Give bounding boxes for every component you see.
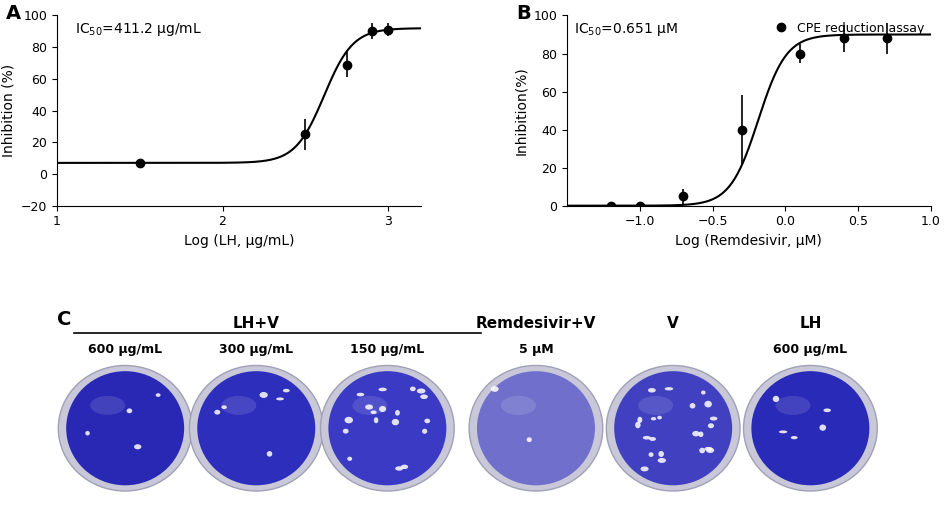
- Y-axis label: Inhibition(%): Inhibition(%): [514, 66, 527, 155]
- Y-axis label: Inhibition (%): Inhibition (%): [1, 64, 15, 157]
- Ellipse shape: [329, 371, 446, 486]
- Ellipse shape: [352, 396, 388, 415]
- Ellipse shape: [775, 396, 810, 415]
- Ellipse shape: [221, 396, 256, 415]
- Ellipse shape: [651, 417, 656, 421]
- Text: 600 μg/mL: 600 μg/mL: [773, 343, 847, 356]
- Ellipse shape: [744, 365, 877, 491]
- Ellipse shape: [283, 389, 290, 392]
- Text: C: C: [57, 310, 71, 329]
- Ellipse shape: [638, 396, 674, 415]
- Ellipse shape: [693, 431, 700, 437]
- Text: IC$_{50}$=411.2 μg/mL: IC$_{50}$=411.2 μg/mL: [75, 21, 202, 38]
- Ellipse shape: [649, 437, 656, 441]
- Ellipse shape: [706, 448, 714, 453]
- Ellipse shape: [86, 431, 90, 436]
- Ellipse shape: [640, 466, 649, 472]
- Ellipse shape: [417, 389, 426, 394]
- Ellipse shape: [698, 431, 703, 437]
- Ellipse shape: [501, 396, 536, 415]
- Ellipse shape: [374, 417, 378, 423]
- Ellipse shape: [649, 452, 654, 457]
- Ellipse shape: [491, 386, 499, 392]
- X-axis label: Log (LH, μg/mL): Log (LH, μg/mL): [184, 234, 294, 248]
- Ellipse shape: [657, 458, 666, 463]
- Ellipse shape: [391, 419, 399, 425]
- Ellipse shape: [221, 405, 227, 409]
- Ellipse shape: [395, 466, 403, 471]
- Legend: CPE reduction assay: CPE reduction assay: [769, 22, 924, 35]
- Ellipse shape: [58, 365, 192, 491]
- Ellipse shape: [614, 371, 732, 486]
- Ellipse shape: [665, 387, 674, 391]
- Ellipse shape: [606, 365, 740, 491]
- Text: LH: LH: [799, 316, 822, 331]
- Ellipse shape: [259, 392, 268, 398]
- Ellipse shape: [648, 388, 656, 393]
- Text: 600 μg/mL: 600 μg/mL: [88, 343, 162, 356]
- Ellipse shape: [198, 371, 315, 486]
- Ellipse shape: [425, 418, 430, 423]
- Ellipse shape: [345, 417, 353, 423]
- Ellipse shape: [422, 429, 428, 434]
- Ellipse shape: [401, 464, 408, 469]
- Ellipse shape: [320, 365, 454, 491]
- Ellipse shape: [710, 416, 717, 421]
- Ellipse shape: [378, 388, 387, 391]
- Ellipse shape: [699, 448, 705, 454]
- Ellipse shape: [690, 403, 695, 409]
- Text: B: B: [516, 4, 531, 23]
- Ellipse shape: [126, 409, 132, 413]
- Ellipse shape: [66, 371, 184, 486]
- Ellipse shape: [637, 417, 642, 423]
- Ellipse shape: [395, 410, 400, 416]
- Ellipse shape: [189, 365, 323, 491]
- Ellipse shape: [343, 429, 349, 433]
- Ellipse shape: [365, 405, 373, 410]
- Ellipse shape: [790, 436, 798, 439]
- Ellipse shape: [420, 394, 428, 399]
- Ellipse shape: [658, 451, 664, 457]
- Ellipse shape: [215, 410, 220, 414]
- Ellipse shape: [379, 406, 386, 412]
- Ellipse shape: [156, 393, 161, 397]
- Ellipse shape: [90, 396, 125, 415]
- Ellipse shape: [276, 397, 284, 400]
- Text: 150 μg/mL: 150 μg/mL: [351, 343, 425, 356]
- Text: 300 μg/mL: 300 μg/mL: [219, 343, 294, 356]
- Ellipse shape: [469, 365, 603, 491]
- Ellipse shape: [134, 444, 142, 449]
- Text: Remdesivir+V: Remdesivir+V: [476, 316, 597, 331]
- Text: V: V: [667, 316, 679, 331]
- Ellipse shape: [477, 371, 595, 486]
- Ellipse shape: [409, 386, 416, 391]
- Ellipse shape: [370, 410, 377, 414]
- Ellipse shape: [267, 451, 273, 457]
- X-axis label: Log (Remdesivir, μM): Log (Remdesivir, μM): [675, 234, 823, 248]
- Ellipse shape: [779, 430, 788, 433]
- Ellipse shape: [772, 396, 779, 402]
- Ellipse shape: [643, 436, 651, 440]
- Ellipse shape: [657, 416, 662, 420]
- Ellipse shape: [636, 422, 640, 428]
- Text: IC$_{50}$=0.651 μM: IC$_{50}$=0.651 μM: [574, 21, 678, 38]
- Ellipse shape: [526, 437, 532, 442]
- Ellipse shape: [704, 447, 712, 451]
- Ellipse shape: [701, 391, 706, 395]
- Text: LH+V: LH+V: [233, 316, 279, 331]
- Ellipse shape: [824, 409, 831, 412]
- Ellipse shape: [356, 393, 364, 396]
- Ellipse shape: [820, 425, 826, 431]
- Ellipse shape: [751, 371, 869, 486]
- Ellipse shape: [704, 401, 712, 408]
- Ellipse shape: [708, 423, 714, 428]
- Text: 5 μM: 5 μM: [519, 343, 553, 356]
- Text: A: A: [6, 4, 21, 23]
- Ellipse shape: [348, 457, 352, 461]
